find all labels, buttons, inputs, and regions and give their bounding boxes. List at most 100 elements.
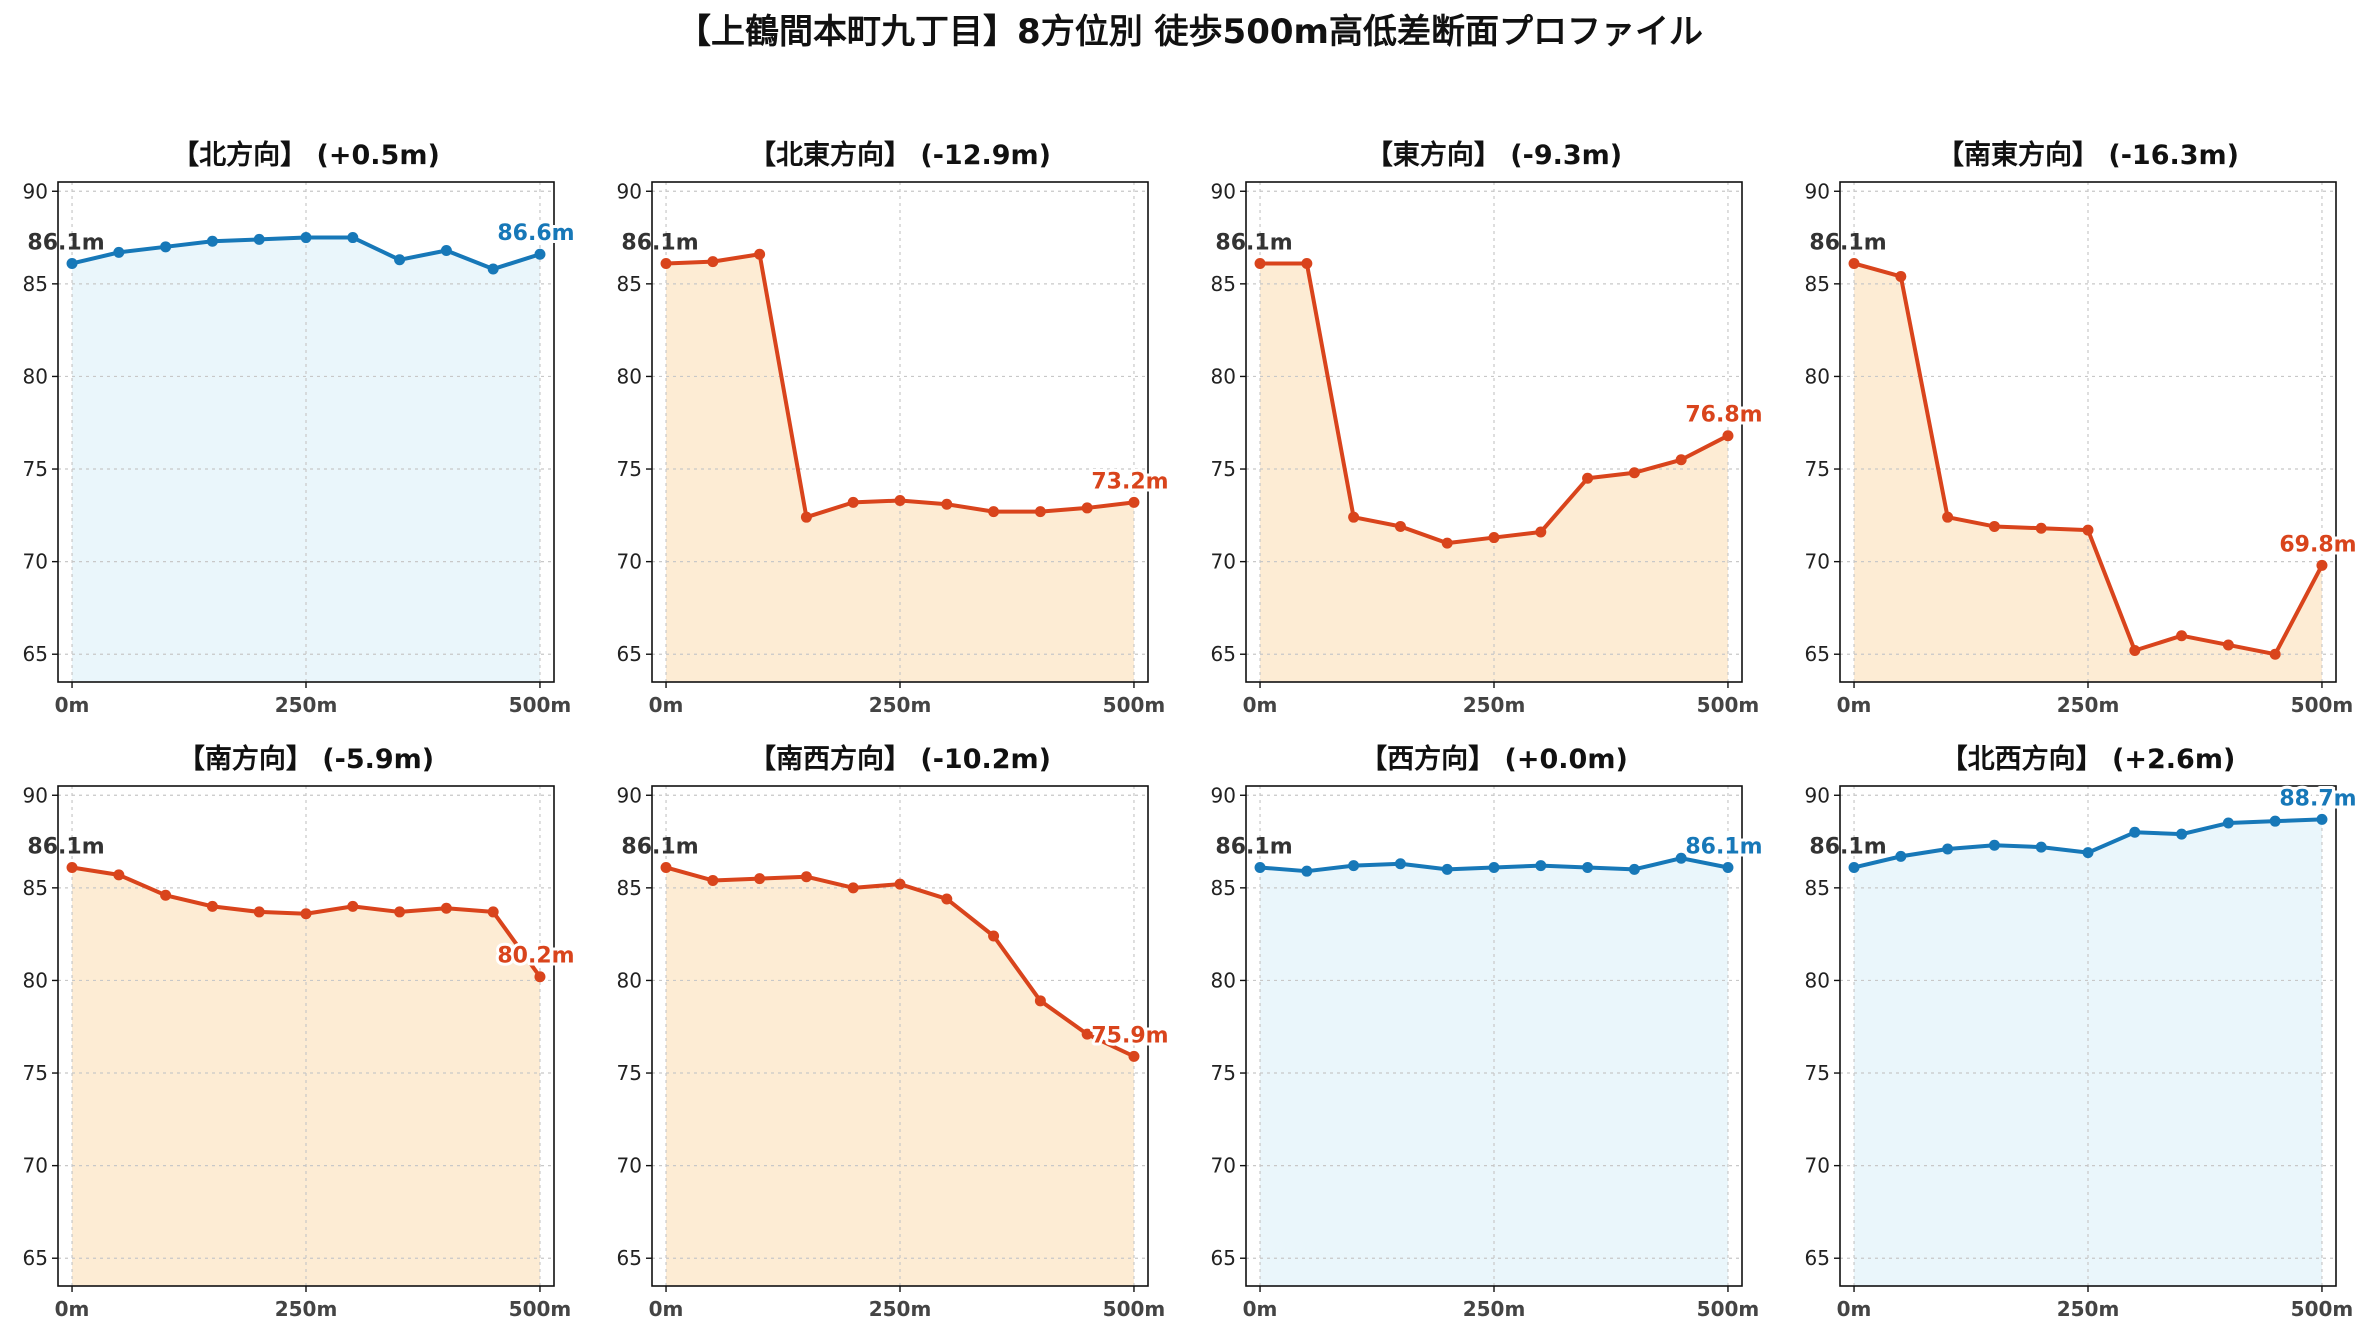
y-tick-label: 65 bbox=[1211, 642, 1236, 666]
data-point bbox=[347, 232, 359, 244]
data-point bbox=[66, 861, 78, 873]
end-value-label: 88.7m bbox=[2279, 786, 2356, 811]
data-point bbox=[894, 878, 906, 890]
data-point bbox=[1675, 852, 1687, 864]
start-value-label: 86.1m bbox=[1215, 230, 1292, 255]
data-point bbox=[847, 496, 859, 508]
chart-title: 【東方向】 (-9.3m) bbox=[1366, 139, 1622, 171]
x-tick-label: 0m bbox=[1837, 1297, 1872, 1321]
data-point bbox=[800, 511, 812, 523]
y-tick-label: 85 bbox=[617, 272, 642, 296]
data-point bbox=[1582, 861, 1594, 873]
y-tick-label: 80 bbox=[617, 364, 642, 388]
start-value-label: 86.1m bbox=[621, 230, 698, 255]
data-point bbox=[2222, 817, 2234, 829]
chart-panel-1: 【北東方向】 (-12.9m) 65 70 75 80 85 90 0m 250m 500m 86.… bbox=[617, 139, 1172, 717]
y-tick-label: 65 bbox=[23, 1246, 48, 1270]
data-point bbox=[2269, 648, 2281, 660]
data-point bbox=[1034, 506, 1046, 518]
chart-title: 【南西方向】 (-10.2m) bbox=[749, 743, 1051, 775]
data-point bbox=[1628, 467, 1640, 479]
y-tick-label: 80 bbox=[23, 364, 48, 388]
x-tick-label: 500m bbox=[1697, 693, 1760, 717]
y-tick-label: 65 bbox=[617, 1246, 642, 1270]
y-tick-label: 85 bbox=[617, 876, 642, 900]
data-point bbox=[2269, 815, 2281, 827]
data-point bbox=[941, 498, 953, 510]
chart-panel-7: 【北西方向】 (+2.6m) 65 70 75 80 85 90 0m 250m 500m 86.1… bbox=[1805, 743, 2360, 1321]
data-point bbox=[1034, 995, 1046, 1007]
data-point bbox=[253, 233, 265, 245]
area-fill bbox=[1260, 858, 1728, 1286]
y-tick-label: 75 bbox=[617, 457, 642, 481]
end-value-label: 86.6m bbox=[497, 221, 574, 246]
chart-panel-0: 【北方向】 (+0.5m) 65 70 75 80 85 90 0m 250m 500m 86.1m… bbox=[23, 139, 578, 717]
y-tick-label: 80 bbox=[1211, 364, 1236, 388]
data-point bbox=[1394, 858, 1406, 870]
y-tick-label: 85 bbox=[23, 876, 48, 900]
y-tick-label: 70 bbox=[23, 550, 48, 574]
data-point bbox=[206, 900, 218, 912]
y-tick-label: 75 bbox=[1805, 457, 1830, 481]
x-tick-label: 0m bbox=[1837, 693, 1872, 717]
y-tick-label: 70 bbox=[1805, 550, 1830, 574]
y-tick-label: 75 bbox=[1211, 1061, 1236, 1085]
x-tick-label: 500m bbox=[1103, 1297, 1166, 1321]
chart-title: 【北方向】 (+0.5m) bbox=[172, 139, 440, 171]
y-tick-label: 80 bbox=[617, 968, 642, 992]
x-tick-label: 250m bbox=[2057, 1297, 2120, 1321]
x-tick-label: 500m bbox=[1103, 693, 1166, 717]
data-point bbox=[1128, 1050, 1140, 1062]
data-point bbox=[1988, 839, 2000, 851]
x-tick-label: 250m bbox=[869, 1297, 932, 1321]
y-tick-label: 85 bbox=[1805, 876, 1830, 900]
x-tick-label: 500m bbox=[2291, 1297, 2354, 1321]
chart-panel-4: 【南方向】 (-5.9m) 65 70 75 80 85 90 0m 250m 500m 86.1m… bbox=[23, 743, 578, 1321]
data-point bbox=[2176, 630, 2188, 642]
start-value-label: 86.1m bbox=[1809, 834, 1886, 859]
data-point bbox=[894, 495, 906, 507]
data-point bbox=[1675, 454, 1687, 466]
y-tick-label: 90 bbox=[1805, 783, 1830, 807]
y-tick-label: 90 bbox=[1805, 179, 1830, 203]
data-point bbox=[2082, 847, 2094, 859]
x-tick-label: 0m bbox=[649, 1297, 684, 1321]
end-value-label: 75.9m bbox=[1091, 1023, 1168, 1048]
data-point bbox=[1081, 502, 1093, 514]
area-fill bbox=[72, 237, 540, 683]
data-point bbox=[1348, 860, 1360, 872]
data-point bbox=[487, 263, 499, 275]
data-point bbox=[1128, 496, 1140, 508]
data-point bbox=[941, 893, 953, 905]
area-fill bbox=[666, 254, 1134, 682]
data-point bbox=[1441, 863, 1453, 875]
data-point bbox=[300, 232, 312, 244]
y-tick-label: 75 bbox=[617, 1061, 642, 1085]
data-point bbox=[1722, 861, 1734, 873]
data-point bbox=[2316, 559, 2328, 571]
data-point bbox=[2129, 826, 2141, 838]
chart-panel-2: 【東方向】 (-9.3m) 65 70 75 80 85 90 0m 250m 500m 86.1m… bbox=[1211, 139, 1766, 717]
data-point bbox=[1535, 860, 1547, 872]
data-point bbox=[988, 930, 1000, 942]
y-tick-label: 75 bbox=[1805, 1061, 1830, 1085]
data-point bbox=[1441, 537, 1453, 549]
data-point bbox=[1488, 532, 1500, 544]
chart-title: 【北東方向】 (-12.9m) bbox=[749, 139, 1051, 171]
end-value-label: 76.8m bbox=[1685, 403, 1762, 428]
data-point bbox=[2082, 524, 2094, 536]
y-tick-label: 80 bbox=[1211, 968, 1236, 992]
x-tick-label: 250m bbox=[869, 693, 932, 717]
figure-title: 【上鶴間本町九丁目】8方位別 徒歩500m高低差断面プロファイル bbox=[677, 12, 1703, 52]
data-point bbox=[1895, 850, 1907, 862]
data-point bbox=[1942, 511, 1954, 523]
y-tick-label: 65 bbox=[1805, 1246, 1830, 1270]
data-point bbox=[206, 235, 218, 247]
data-point bbox=[394, 254, 406, 266]
data-point bbox=[2222, 639, 2234, 651]
x-tick-label: 0m bbox=[1243, 1297, 1278, 1321]
x-tick-label: 0m bbox=[1243, 693, 1278, 717]
y-tick-label: 90 bbox=[23, 783, 48, 807]
data-point bbox=[1301, 257, 1313, 269]
end-value-label: 86.1m bbox=[1685, 834, 1762, 859]
